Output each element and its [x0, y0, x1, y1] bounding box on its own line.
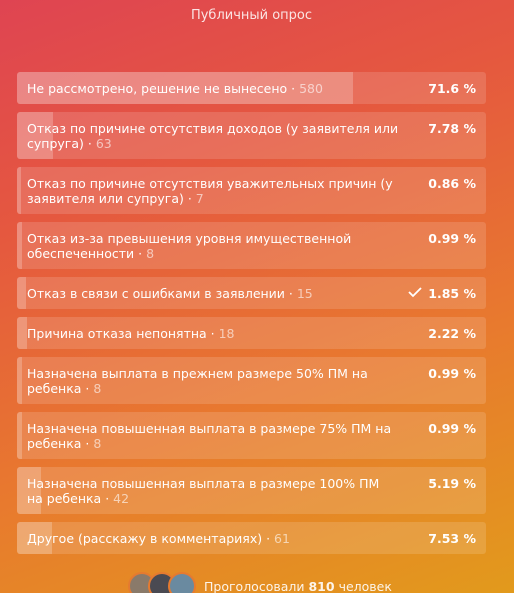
option-count: 580: [299, 80, 323, 96]
option-label: Отказ из-за превышения уровня имуществен…: [27, 230, 352, 261]
percent-bar: [17, 222, 22, 269]
option-count: 63: [95, 135, 112, 151]
poll-subtitle: Публичный опрос: [190, 8, 313, 23]
option-text: Отказ по причине отсутствия доходов (у з…: [27, 120, 399, 151]
option-percent: 2.22 %: [428, 325, 476, 341]
option-text: Отказ по причине отсутствия уважительных…: [27, 175, 393, 206]
poll-option[interactable]: Не рассмотрено, решение не вынесено · 58…: [17, 72, 486, 104]
poll-option[interactable]: Отказ по причине отсутствия уважительных…: [17, 167, 486, 214]
option-label: Назначена выплата в прежнем размере 50% …: [27, 365, 368, 396]
option-percent: 7.53 %: [428, 530, 476, 546]
poll-option[interactable]: Назначена выплата в прежнем размере 50% …: [17, 357, 486, 404]
option-content: Назначена повышенная выплата в размере 7…: [17, 412, 486, 459]
option-count: 42: [113, 490, 130, 506]
percent-bar: [17, 412, 22, 459]
option-count: 8: [93, 380, 102, 396]
option-content: Другое (расскажу в комментариях) · 61 7.5…: [17, 522, 486, 554]
option-content: Причина отказа непонятна · 18 2.22 %: [17, 317, 486, 349]
option-content: Назначена выплата в прежнем размере 50% …: [17, 357, 486, 404]
poll-option[interactable]: Назначена повышенная выплата в размере 7…: [17, 412, 486, 459]
options: Не рассмотрено, решение не вынесено · 58…: [17, 72, 486, 562]
footer-suffix: человек: [338, 578, 392, 593]
option-count: 7: [195, 190, 204, 206]
option-text: Отказ из-за превышения уровня имуществен…: [27, 230, 352, 261]
option-text: Отказ в связи с ошибками в заявлении: [27, 285, 285, 301]
poll-option[interactable]: Отказ по причине отсутствия доходов (у з…: [17, 112, 486, 159]
option-label: Отказ в связи с ошибками в заявлении · 1…: [27, 285, 313, 301]
option-text: Назначена выплата в прежнем размере 50% …: [27, 365, 368, 396]
option-count: 8: [93, 435, 102, 451]
poll-option[interactable]: Назначена повышенная выплата в размере 1…: [17, 467, 486, 514]
percent-bar: [17, 112, 54, 159]
option-label: Назначена повышенная выплата в размере 1…: [27, 475, 380, 506]
poll-option[interactable]: Причина отказа непонятна · 18 2.22 %: [17, 317, 486, 349]
percent-bar: [17, 522, 53, 554]
option-text: Другое (расскажу в комментариях): [27, 530, 263, 546]
option-content: Отказ из-за превышения уровня имуществен…: [17, 222, 486, 269]
footer-prefix: Проголосовали: [204, 578, 305, 593]
option-label: Причина отказа непонятна · 18: [27, 325, 235, 341]
option-label: Назначена повышенная выплата в размере 7…: [27, 420, 392, 451]
option-content: Назначена повышенная выплата в размере 1…: [17, 467, 486, 514]
option-text: Назначена повышенная выплата в размере 1…: [27, 475, 380, 506]
option-percent: 5.19 %: [428, 475, 476, 491]
option-text: Не рассмотрено, решение не вынесено: [27, 80, 288, 96]
option-percent: 0.99 %: [428, 365, 476, 381]
footer-total[interactable]: 810: [308, 578, 335, 593]
percent-bar: [17, 277, 26, 309]
avatar[interactable]: [168, 572, 196, 593]
option-percent: 0.99 %: [428, 420, 476, 436]
footer: Проголосовали 810 человек: [128, 572, 392, 593]
option-count: 61: [274, 530, 290, 546]
poll-option[interactable]: Отказ в связи с ошибками в заявлении · 1…: [17, 277, 486, 309]
option-percent: 0.99 %: [428, 230, 476, 246]
option-percent: 71.6 %: [428, 80, 476, 96]
option-content: Отказ в связи с ошибками в заявлении · 1…: [17, 277, 486, 309]
option-count: 8: [146, 245, 155, 261]
option-percent: 0.86 %: [428, 175, 476, 191]
option-count: 15: [296, 285, 313, 301]
option-percent: 7.78 %: [428, 120, 476, 136]
option-label: Не рассмотрено, решение не вынесено · 58…: [27, 80, 323, 96]
option-label: Другое (расскажу в комментариях) · 61: [27, 530, 290, 546]
percent-bar: [17, 167, 22, 214]
option-label: Отказ по причине отсутствия доходов (у з…: [27, 120, 399, 151]
percent-bar: [17, 317, 28, 349]
option-content: Не рассмотрено, решение не вынесено · 58…: [17, 72, 486, 104]
voted-check: [408, 286, 422, 297]
option-text: Причина отказа непонятна: [27, 325, 207, 341]
option-label: Отказ по причине отсутствия уважительных…: [27, 175, 393, 206]
option-count: 18: [218, 325, 235, 341]
percent-bar: [17, 357, 22, 404]
percent-bar: [17, 72, 353, 104]
poll-option[interactable]: Отказ из-за превышения уровня имуществен…: [17, 222, 486, 269]
option-content: Отказ по причине отсутствия уважительных…: [17, 167, 486, 214]
percent-bar: [17, 467, 42, 514]
poll-option[interactable]: Другое (расскажу в комментариях) · 61 7.5…: [17, 522, 486, 554]
option-percent: 1.85 %: [428, 285, 476, 301]
option-text: Назначена повышенная выплата в размере 7…: [27, 420, 392, 451]
option-content: Отказ по причине отсутствия доходов (у з…: [17, 112, 486, 159]
